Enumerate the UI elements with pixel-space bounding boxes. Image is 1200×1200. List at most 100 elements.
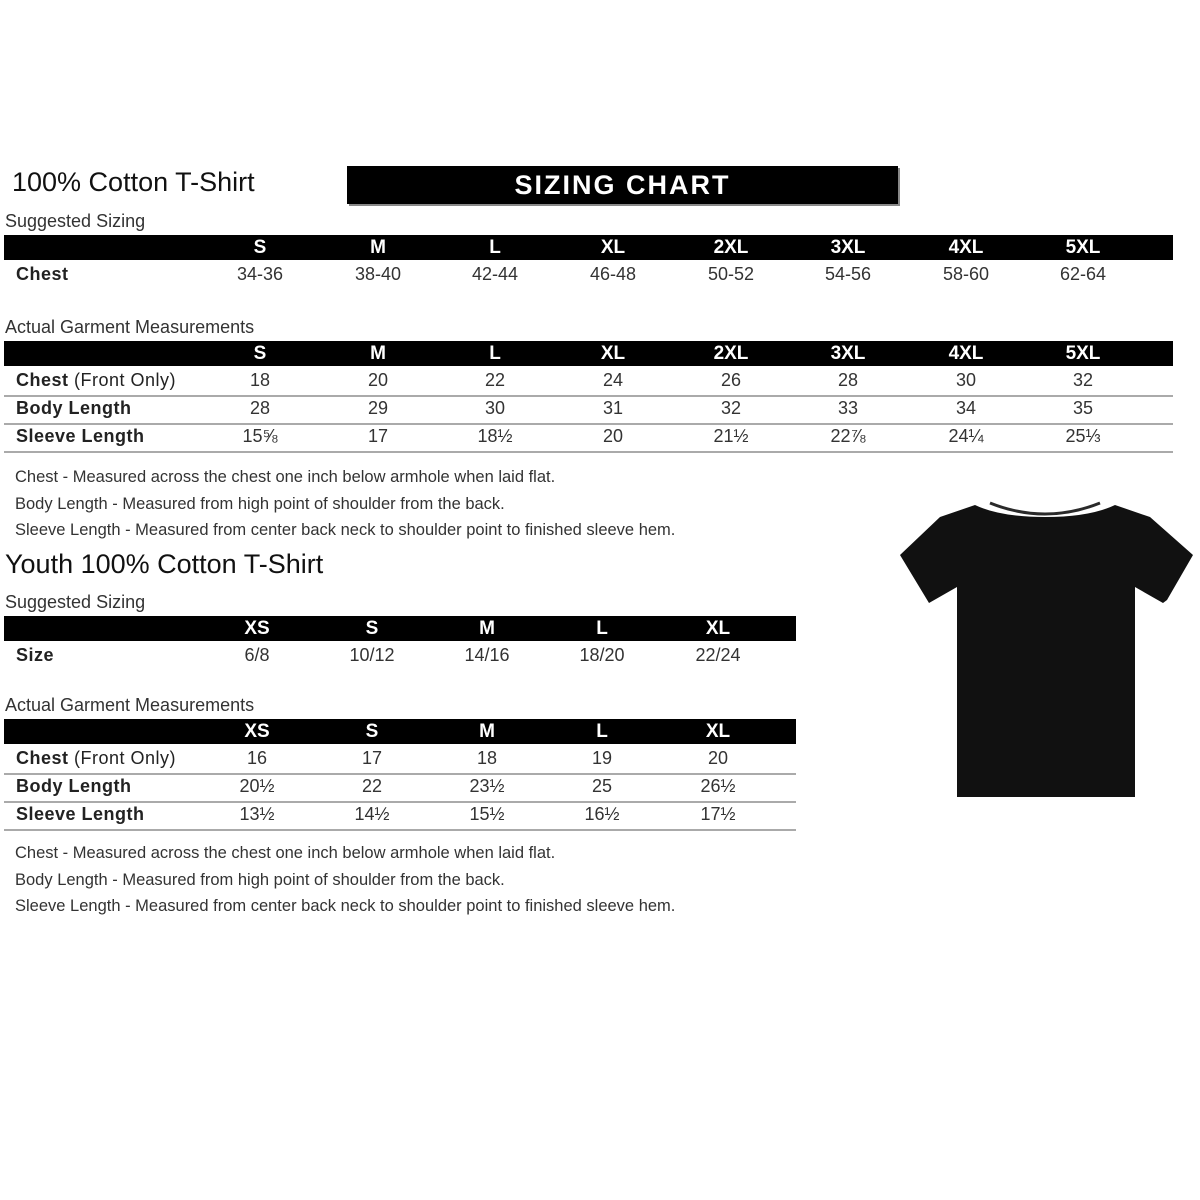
tshirt-icon	[900, 501, 1193, 797]
cell-value: 24¼	[948, 426, 984, 446]
table-row: Size 6/8 10/12 14/16 18/20 22/24	[4, 642, 796, 670]
size-header: 4XL	[948, 343, 984, 364]
size-header: S	[253, 237, 267, 258]
table-row: Chest (Front Only) 18 20 22 24 26 28 30 32	[4, 367, 1173, 397]
table-row: Sleeve Length 15⅝ 17 18½ 20 21½ 22⅞ 24¼ 25⅓	[4, 423, 1173, 453]
adult-actual-label: Actual Garment Measurements	[5, 317, 255, 337]
row-label: Body Length	[16, 398, 132, 419]
adult-title: 100% Cotton T-Shirt	[12, 167, 255, 197]
size-header: XL	[705, 721, 731, 742]
row-label: Body Length	[16, 776, 132, 797]
cell-value: 62-64	[1059, 264, 1107, 284]
size-header: 3XL	[830, 343, 866, 364]
cell-value: 46-48	[589, 264, 637, 284]
row-label-text: Sleeve Length	[16, 804, 145, 824]
note-line: Chest - Measured across the chest one in…	[15, 844, 556, 862]
cell-value: 19	[591, 748, 613, 768]
cell-value: 50-52	[707, 264, 755, 284]
cell-value: 10/12	[349, 645, 395, 665]
cell-value: 38-40	[354, 264, 402, 284]
size-header: L	[489, 343, 501, 364]
size-header: S	[365, 721, 379, 742]
cell-value: 14½	[354, 804, 390, 824]
cell-value: 24	[602, 370, 624, 390]
size-header: M	[479, 721, 495, 742]
cell-value: 34-36	[236, 264, 284, 284]
size-header: M	[370, 237, 386, 258]
size-header: XL	[600, 343, 626, 364]
row-label-text: Size	[16, 645, 55, 665]
note-line: Sleeve Length - Measured from center bac…	[15, 521, 676, 539]
cell-value: 18½	[477, 426, 513, 446]
cell-value: 32	[1072, 370, 1094, 390]
size-header: XS	[244, 618, 270, 639]
size-header: 3XL	[830, 237, 866, 258]
cell-value: 18	[476, 748, 498, 768]
size-header: XS	[244, 721, 270, 742]
cell-value: 54-56	[824, 264, 872, 284]
row-label: Chest (Front Only)	[16, 370, 176, 391]
cell-value: 22	[361, 776, 383, 796]
row-label-text: Chest	[16, 748, 69, 768]
cell-value: 20	[602, 426, 624, 446]
youth-suggested-label: Suggested Sizing	[5, 592, 146, 612]
cell-value: 22/24	[695, 645, 741, 665]
cell-value: 42-44	[471, 264, 519, 284]
cell-value: 20½	[239, 776, 275, 796]
cell-value: 34	[955, 398, 977, 418]
cell-value: 28	[837, 370, 859, 390]
cell-value: 22⅞	[830, 426, 866, 446]
cell-value: 35	[1072, 398, 1094, 418]
size-header: L	[596, 618, 608, 639]
cell-value: 26	[720, 370, 742, 390]
size-header: 2XL	[713, 343, 749, 364]
size-header: 4XL	[948, 237, 984, 258]
row-label: Chest (Front Only)	[16, 748, 176, 769]
note-line: Body Length - Measured from high point o…	[15, 494, 505, 513]
row-label: Sleeve Length	[16, 804, 145, 825]
size-header: M	[370, 343, 386, 364]
size-header: 5XL	[1065, 237, 1101, 258]
cell-value: 30	[955, 370, 977, 390]
row-label-text: Chest	[16, 264, 69, 284]
size-header-bar: S M L XL 2XL 3XL 4XL 5XL	[4, 235, 1173, 260]
note-line: Body Length - Measured from high point o…	[15, 870, 505, 889]
cell-value: 25	[591, 776, 613, 796]
youth-title: Youth 100% Cotton T-Shirt	[5, 549, 324, 579]
size-header: XL	[705, 618, 731, 639]
cell-value: 32	[720, 398, 742, 418]
cell-value: 23½	[469, 776, 505, 796]
size-header-bar: XS S M L XL	[4, 616, 796, 641]
row-label-text: Chest	[16, 370, 69, 390]
cell-value: 14/16	[464, 645, 510, 665]
size-header-bar: XS S M L XL	[4, 719, 796, 744]
size-header: XL	[600, 237, 626, 258]
cell-value: 29	[367, 398, 389, 418]
row-label-text: Body Length	[16, 398, 132, 418]
table-row: Chest (Front Only) 16 17 18 19 20	[4, 745, 796, 775]
size-header: L	[489, 237, 501, 258]
size-header: 5XL	[1065, 343, 1101, 364]
size-header: S	[253, 343, 267, 364]
size-header: M	[479, 618, 495, 639]
cell-value: 33	[837, 398, 859, 418]
cell-value: 17	[361, 748, 383, 768]
cell-value: 20	[367, 370, 389, 390]
table-row: Body Length 28 29 30 31 32 33 34 35	[4, 395, 1173, 425]
cell-value: 17½	[700, 804, 736, 824]
cell-value: 13½	[239, 804, 275, 824]
cell-value: 16½	[584, 804, 620, 824]
note-line: Chest - Measured across the chest one in…	[15, 468, 556, 486]
size-header: S	[365, 618, 379, 639]
row-label: Chest	[16, 264, 69, 285]
sizing-chart-banner: SIZING CHART	[347, 166, 898, 204]
cell-value: 20	[707, 748, 729, 768]
size-header: 2XL	[713, 237, 749, 258]
note-line: Sleeve Length - Measured from center bac…	[15, 897, 676, 915]
cell-value: 26½	[700, 776, 736, 796]
row-label-note: (Front Only)	[74, 748, 177, 768]
cell-value: 15⅝	[242, 426, 278, 446]
cell-value: 17	[367, 426, 389, 446]
row-label: Size	[16, 645, 54, 666]
row-label-note: (Front Only)	[74, 370, 177, 390]
